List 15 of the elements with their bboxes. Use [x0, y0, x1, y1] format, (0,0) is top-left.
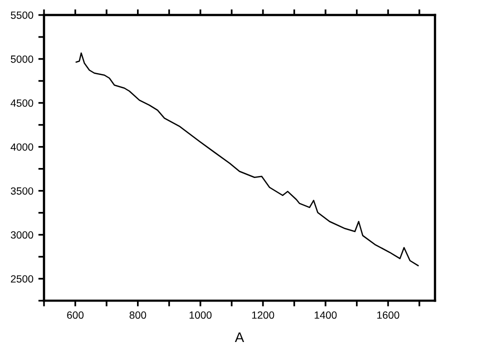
y-tick-label: 2500: [10, 275, 34, 283]
y-tick-label: 5000: [10, 55, 34, 63]
x-tick-label: 1000: [190, 311, 212, 319]
y-tick-label: 4500: [10, 99, 34, 107]
x-tick-label: 800: [130, 311, 146, 319]
x-tick-label: 1600: [377, 311, 400, 319]
y-tick-label: 4000: [10, 143, 34, 151]
y-tick-label: 3000: [10, 231, 34, 239]
x-tick-label: 1200: [252, 311, 274, 319]
y-tick-label: 3500: [10, 187, 34, 195]
y-tick-label: 5500: [10, 12, 34, 19]
x-tick-label: 1400: [314, 311, 337, 319]
line-series: [76, 52, 419, 266]
x-axis-title: A: [234, 332, 244, 342]
x-tick-label: 600: [67, 311, 84, 319]
